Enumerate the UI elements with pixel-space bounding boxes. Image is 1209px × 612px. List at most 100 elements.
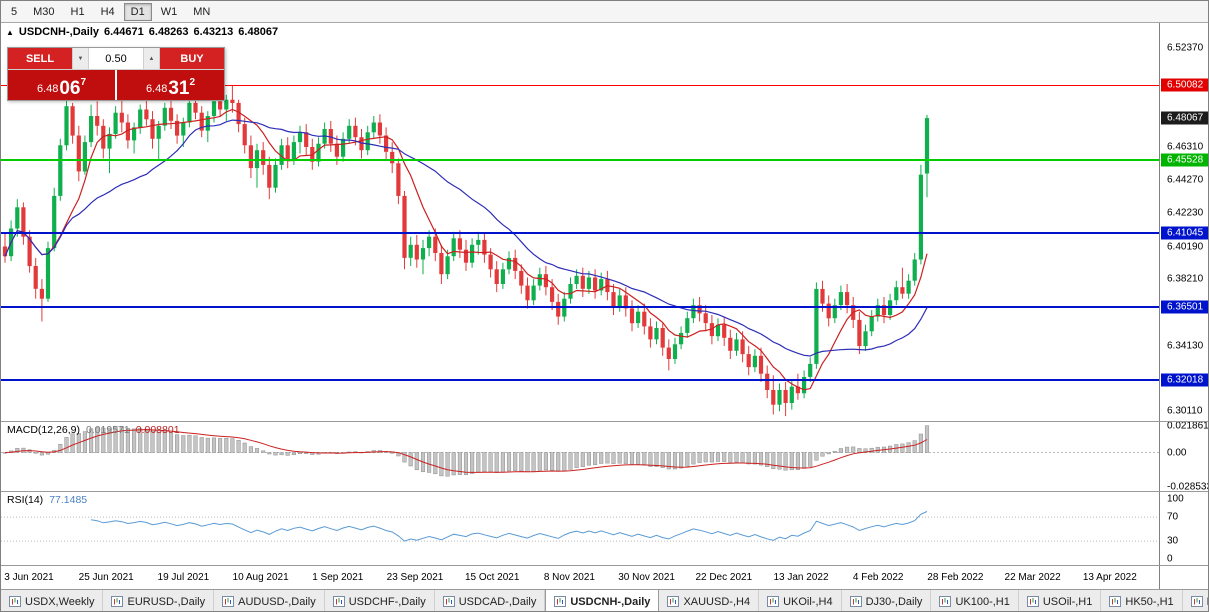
chart-tab-uk100-h1[interactable]: UK100-,H1 <box>931 590 1019 611</box>
chart-ohlc-header: ▲ USDCNH-,Daily 6.44671 6.48263 6.43213 6.480… <box>6 26 283 38</box>
volume-increase-button[interactable]: ▲ <box>143 48 160 69</box>
chart-tab-eurusd-daily[interactable]: EURUSD-,Daily <box>103 590 215 611</box>
horizontal-line-6.45528[interactable] <box>1 158 1159 161</box>
time-label: 30 Nov 2021 <box>618 572 675 583</box>
macd-axis-label: 0.021861 <box>1167 420 1209 432</box>
macd-axis-label: 0.00 <box>1167 447 1187 458</box>
macd-histogram <box>2 425 930 477</box>
chart-tab-label: UK100-,H1 <box>955 595 1010 608</box>
chart-tab-xauusd-h4[interactable]: XAUUSD-,H4 <box>659 590 760 611</box>
horizontal-line-6.32018[interactable] <box>1 378 1159 381</box>
macd-header: MACD(12,26,9) 0.019571 0.008801 <box>7 424 180 436</box>
period-button-h4[interactable]: H4 <box>94 3 122 21</box>
chart-tab-icon <box>1026 596 1039 607</box>
chart-tab-icon <box>1190 596 1203 607</box>
period-button-5[interactable]: 5 <box>4 3 24 21</box>
candlestick-chart-canvas[interactable] <box>1 23 1159 421</box>
chart-tab-label: DJ30-,Daily <box>865 595 923 608</box>
period-button-d1[interactable]: D1 <box>123 2 152 21</box>
price-badge: 6.50082 <box>1161 78 1208 92</box>
time-label: 19 Jul 2021 <box>157 572 210 583</box>
panel-divider[interactable] <box>1 565 1208 566</box>
price-tick: 6.52370 <box>1167 42 1204 54</box>
chart-tab-label: EURUSD-,Daily <box>127 595 206 608</box>
chart-tab-label: USOil-,H1 <box>1042 595 1093 608</box>
rsi-value: 77.1485 <box>49 494 88 506</box>
chart-tab-icon <box>222 596 235 607</box>
chart-area[interactable]: 3 Jun 2021 25 Jun 2021 19 Jul 2021 10 Aug 2… <box>1 23 1209 589</box>
time-label: 22 Dec 2021 <box>695 572 753 583</box>
rsi-canvas[interactable] <box>1 492 1159 565</box>
macd-signal-value: 0.008801 <box>135 424 180 436</box>
chart-tab-ukoil-h4[interactable]: UKOil-,H4 <box>759 590 842 611</box>
chart-tab-hk50-h1[interactable]: HK50-,H1 <box>1101 590 1183 611</box>
panel-divider[interactable] <box>1 421 1208 422</box>
time-label: 8 Nov 2021 <box>543 572 595 583</box>
macd-main-value: 0.019571 <box>85 424 130 436</box>
rsi-line <box>91 511 928 542</box>
chart-tab-icon <box>9 596 21 607</box>
macd-canvas[interactable] <box>1 422 1159 491</box>
price-badge: 6.32018 <box>1161 373 1208 387</box>
chart-tab-usdchf-daily[interactable]: USDCHF-,Daily <box>325 590 435 611</box>
ma-fast-line <box>4 108 928 391</box>
chart-symbol-period: USDCNH-,Daily <box>18 26 99 38</box>
horizontal-line-6.36501[interactable] <box>1 305 1159 308</box>
sell-price-sup: 7 <box>80 77 87 88</box>
candles <box>2 85 930 417</box>
price-tick: 6.46310 <box>1167 141 1204 153</box>
chart-tab-label: AUDUSD-,Daily <box>238 595 316 608</box>
period-button-m30[interactable]: M30 <box>26 3 61 21</box>
buy-price-box[interactable]: 6.48 31 2 <box>115 70 224 100</box>
ohlc-close: 6.48067 <box>238 26 279 38</box>
time-label: 28 Feb 2022 <box>927 572 984 583</box>
chart-tab-label: USDCAD-,Daily <box>458 595 537 608</box>
period-button-w1[interactable]: W1 <box>154 3 185 21</box>
buy-button[interactable]: BUY <box>160 48 224 69</box>
time-axis[interactable]: 3 Jun 2021 25 Jun 2021 19 Jul 2021 10 Aug 2… <box>1 566 1159 589</box>
time-label: 25 Jun 2021 <box>78 572 134 583</box>
volume-decrease-button[interactable]: ▼ <box>72 48 89 69</box>
chart-tab-eu[interactable]: EU <box>1183 590 1208 611</box>
chart-tab-icon <box>767 596 780 607</box>
chart-tab-usdcad-daily[interactable]: USDCAD-,Daily <box>435 590 546 611</box>
timeframe-toolbar: 5 M30 H1 H4 D1 W1 MN <box>1 1 1208 23</box>
chart-tab-usdcnh-daily[interactable]: USDCNH-,Daily <box>545 590 660 611</box>
time-label: 23 Sep 2021 <box>386 572 444 583</box>
time-label: 15 Oct 2021 <box>464 572 520 583</box>
time-label: 22 Mar 2022 <box>1004 572 1061 583</box>
horizontal-line-6.41045[interactable] <box>1 231 1159 234</box>
chart-tab-dj30-daily[interactable]: DJ30-,Daily <box>842 590 932 611</box>
chart-tab-label: EU <box>1207 596 1208 608</box>
chart-tab-audusd-daily[interactable]: AUDUSD-,Daily <box>214 590 325 611</box>
rsi-axis-label: 0 <box>1167 553 1173 565</box>
chart-tab-icon <box>554 596 567 607</box>
chart-tab-label: USDX,Weekly <box>25 595 95 608</box>
time-label: 13 Jan 2022 <box>773 572 829 583</box>
price-tick: 6.38210 <box>1167 273 1204 285</box>
volume-input[interactable] <box>89 48 143 69</box>
price-badge: 6.41045 <box>1161 226 1208 240</box>
price-badge: 6.45528 <box>1161 153 1208 167</box>
sell-price-box[interactable]: 6.48 06 7 <box>8 70 115 100</box>
chart-tab-usdx-weekly[interactable]: USDX,Weekly <box>1 590 104 611</box>
one-click-collapse-icon[interactable]: ▲ <box>6 28 14 37</box>
panel-divider[interactable] <box>1 491 1208 492</box>
period-button-h1[interactable]: H1 <box>64 3 92 21</box>
sell-price-prefix: 6.48 <box>36 83 59 95</box>
macd-signal-line <box>4 429 928 473</box>
price-tick: 6.44270 <box>1167 174 1204 186</box>
period-button-mn[interactable]: MN <box>186 3 217 21</box>
chart-tab-label: USDCHF-,Daily <box>348 595 426 608</box>
price-badge: 6.36501 <box>1161 300 1208 314</box>
horizontal-line-6.50082[interactable] <box>1 84 1159 86</box>
chart-tab-label: XAUUSD-,H4 <box>683 595 751 608</box>
chart-tab-icon <box>849 596 862 607</box>
sell-price-big: 06 <box>59 78 81 99</box>
rsi-axis-label: 70 <box>1167 511 1179 523</box>
price-axis[interactable]: 6.52370 6.46310 6.44270 6.42230 6.40190 6.382… <box>1159 23 1209 589</box>
chart-tab-label: HK50-,H1 <box>1125 595 1174 608</box>
price-tick: 6.42230 <box>1167 207 1204 219</box>
sell-button[interactable]: SELL <box>8 48 72 69</box>
chart-tab-usoil-h1[interactable]: USOil-,H1 <box>1019 590 1102 611</box>
